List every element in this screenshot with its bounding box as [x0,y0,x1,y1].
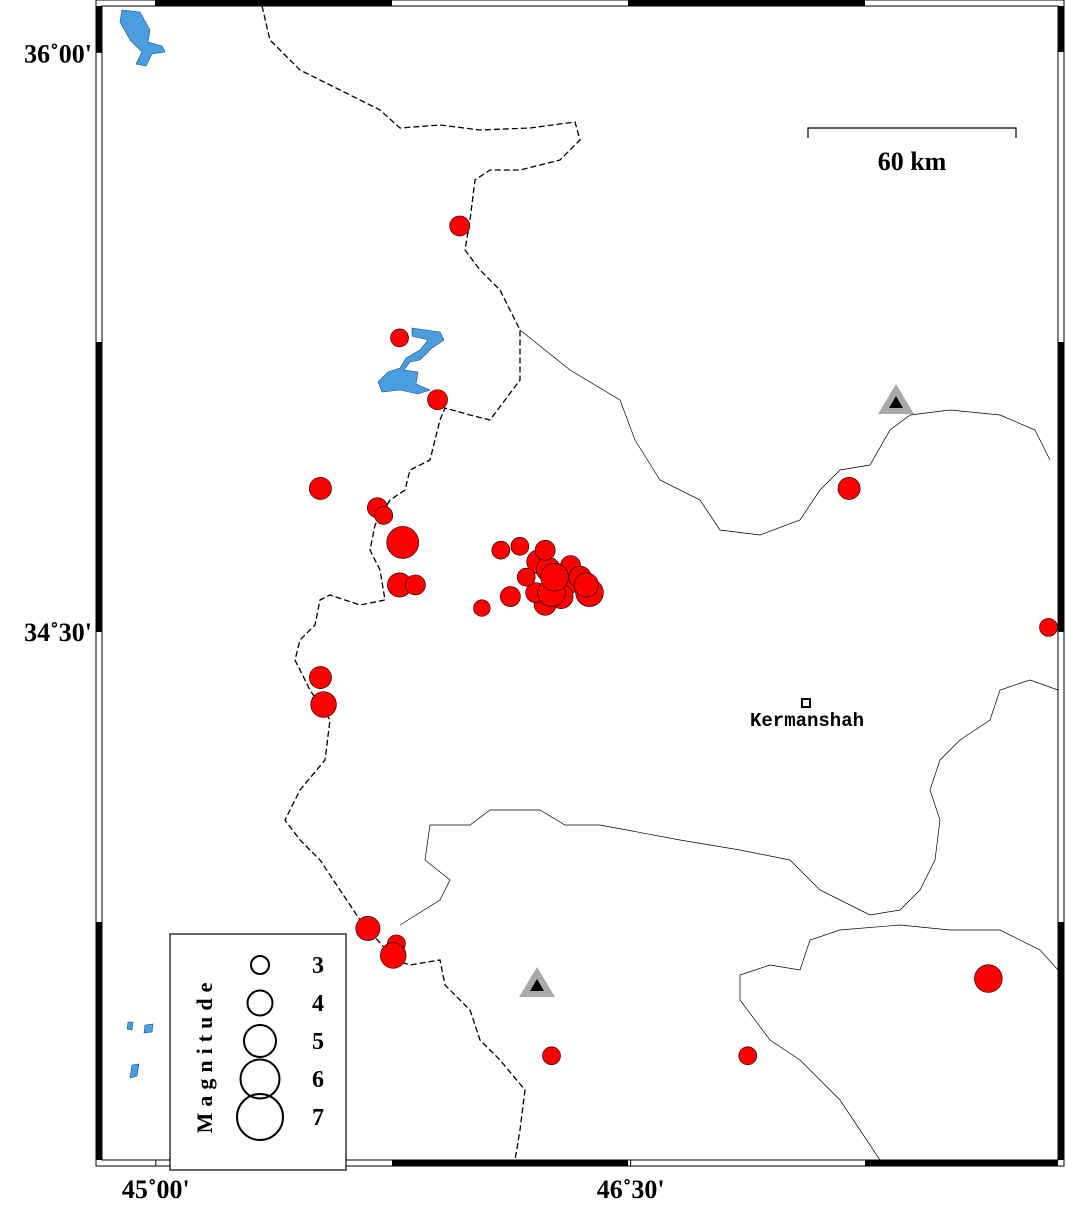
legend-circle [239,1058,281,1100]
frame-band [1058,922,1064,1160]
frame-band [96,6,102,52]
frame-band [1058,6,1064,52]
earthquake [974,964,1003,993]
y-tick-label: 36˚00' [24,39,92,68]
frame-band [155,0,392,6]
legend-label: 7 [312,1105,324,1131]
earthquake [837,477,861,500]
province-border [399,679,1059,926]
earthquake [738,1046,758,1066]
province-border [519,329,1051,536]
earthquake [500,586,521,607]
legend-label: 4 [312,991,324,1017]
earthquake [355,915,381,941]
city-label: Kermanshah [750,710,864,732]
frame-band [628,0,865,6]
volcano-symbol [889,396,903,408]
legend-circle [243,1024,277,1058]
lake [377,327,445,395]
frame-band [96,342,102,632]
legend-label: 5 [312,1029,324,1055]
volcano-symbol [530,979,544,991]
frame-band [392,1160,628,1166]
earthquake [374,506,394,525]
earthquake [573,572,599,598]
earthquake [386,526,420,559]
events [309,215,1058,1066]
earthquake [516,567,536,587]
earthquake [427,389,448,411]
legend-label: 6 [312,1067,324,1093]
earthquake [310,691,337,718]
earthquake [449,215,471,237]
earthquake [390,328,409,348]
earthquake [405,574,426,596]
lake [119,9,166,67]
earthquake [309,477,332,500]
earthquake [542,1046,561,1066]
frame-band [96,922,102,1160]
island [126,1021,154,1079]
frame-band [865,1160,1058,1166]
scale-label: 60 km [878,147,947,176]
legend-title: Magnitude [192,977,217,1134]
y-tick-label: 34˚30' [24,618,92,647]
earthquake [534,539,556,561]
frame [95,0,1065,1167]
province-border [739,924,1059,1161]
city-marker [801,698,811,708]
legend-circle [246,989,274,1017]
earthquake [491,540,511,560]
x-tick-label: 45˚00' [122,1175,190,1203]
earthquake [380,942,407,969]
earthquake [540,563,569,592]
earthquake [1039,618,1058,637]
frame-band [1058,342,1064,632]
scale-bar [807,127,1017,138]
legend: 3 4 5 6 7 [236,953,324,1141]
legend-label: 3 [312,953,324,979]
earthquake [309,666,332,689]
earthquake [510,537,530,556]
legend-circle [236,1093,284,1141]
legend-circle [250,955,270,975]
earthquake [473,599,491,617]
x-tick-label: 46˚30' [597,1175,665,1203]
